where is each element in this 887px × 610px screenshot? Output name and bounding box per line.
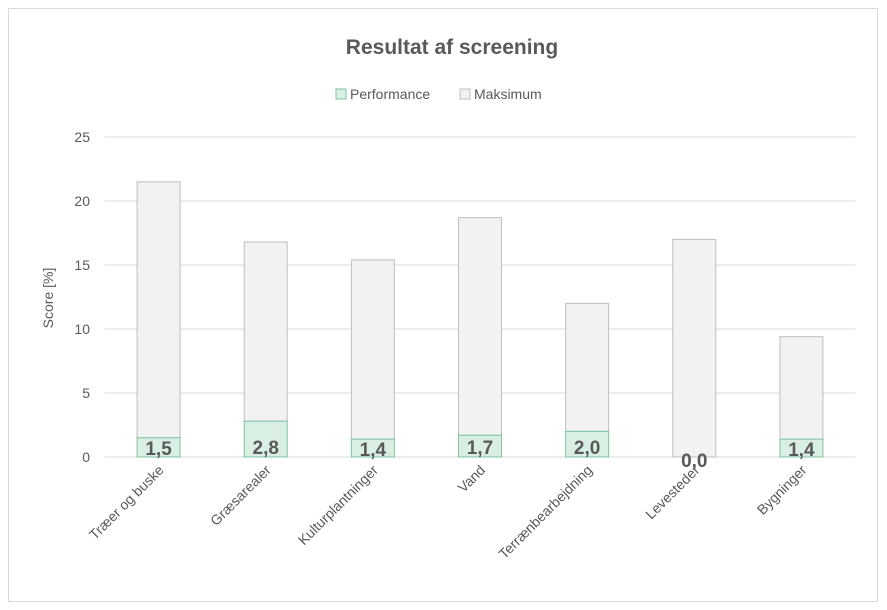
bar-maksimum-traeer-og-buske (136, 181, 181, 439)
bar-maksimum-graesarealer (243, 241, 288, 422)
y-tick-label: 15 (74, 257, 90, 273)
bar-performance-vand (458, 434, 502, 458)
bar-performance-terraenbearbejdning (565, 430, 610, 458)
x-tick-label-traeer-og-buske: Træer og buske (86, 462, 167, 543)
x-tick-label-kulturplantninger: Kulturplantninger (295, 462, 381, 548)
legend-label-performance: Performance (350, 86, 430, 102)
data-label-kulturplantninger: 1,4 (360, 440, 387, 461)
data-label-graesarealer: 2,8 (253, 438, 279, 459)
data-label-vand: 1,7 (467, 438, 493, 459)
legend: Performance Maksimum (335, 86, 542, 102)
bars (136, 181, 824, 458)
bar-performance-bygninger (779, 438, 824, 458)
y-axis-ticks: 0 5 10 15 20 25 (74, 129, 90, 465)
legend-label-maksimum: Maksimum (474, 86, 542, 102)
bar-maksimum-terraenbearbejdning (565, 302, 610, 432)
x-tick-label-levesteder: Levesteder (642, 462, 703, 523)
data-label-traeer-og-buske: 1,5 (145, 439, 172, 460)
legend-swatch-performance (335, 88, 347, 100)
y-tick-label: 20 (74, 193, 90, 209)
x-tick-label-bygninger: Bygninger (754, 462, 810, 518)
legend-swatch-maksimum (459, 88, 471, 100)
bar-maksimum-levesteder (672, 238, 717, 458)
y-axis-label: Score [%] (40, 268, 56, 329)
bar-maksimum-bygninger (779, 336, 824, 440)
y-tick-label: 5 (82, 385, 90, 401)
y-tick-label: 10 (74, 321, 90, 337)
y-tick-label: 25 (74, 129, 90, 145)
data-labels: 1,5 2,8 1,4 1,7 2,0 0,0 1,4 (145, 438, 815, 472)
bar-performance-graesarealer (243, 420, 288, 458)
gridlines (105, 136, 855, 458)
bar-maksimum-kulturplantninger (350, 259, 395, 440)
bar-maksimum-vand (458, 217, 502, 436)
data-label-levesteder: 0,0 (681, 451, 707, 472)
y-tick-label: 0 (82, 449, 90, 465)
x-tick-label-graesarealer: Græsarealer (207, 462, 274, 529)
x-tick-label-terraenbearbejdning: Terrænbearbejdning (495, 462, 595, 562)
x-tick-label-vand: Vand (454, 462, 488, 496)
data-label-bygninger: 1,4 (788, 440, 815, 461)
bar-performance-traeer-og-buske (136, 437, 181, 458)
x-axis-ticks: Træer og buske Græsarealer Kulturplantning… (86, 462, 810, 562)
chart-title: Resultat af screening (346, 36, 558, 59)
bar-performance-kulturplantninger (350, 438, 395, 458)
data-label-terraenbearbejdning: 2,0 (574, 438, 600, 459)
